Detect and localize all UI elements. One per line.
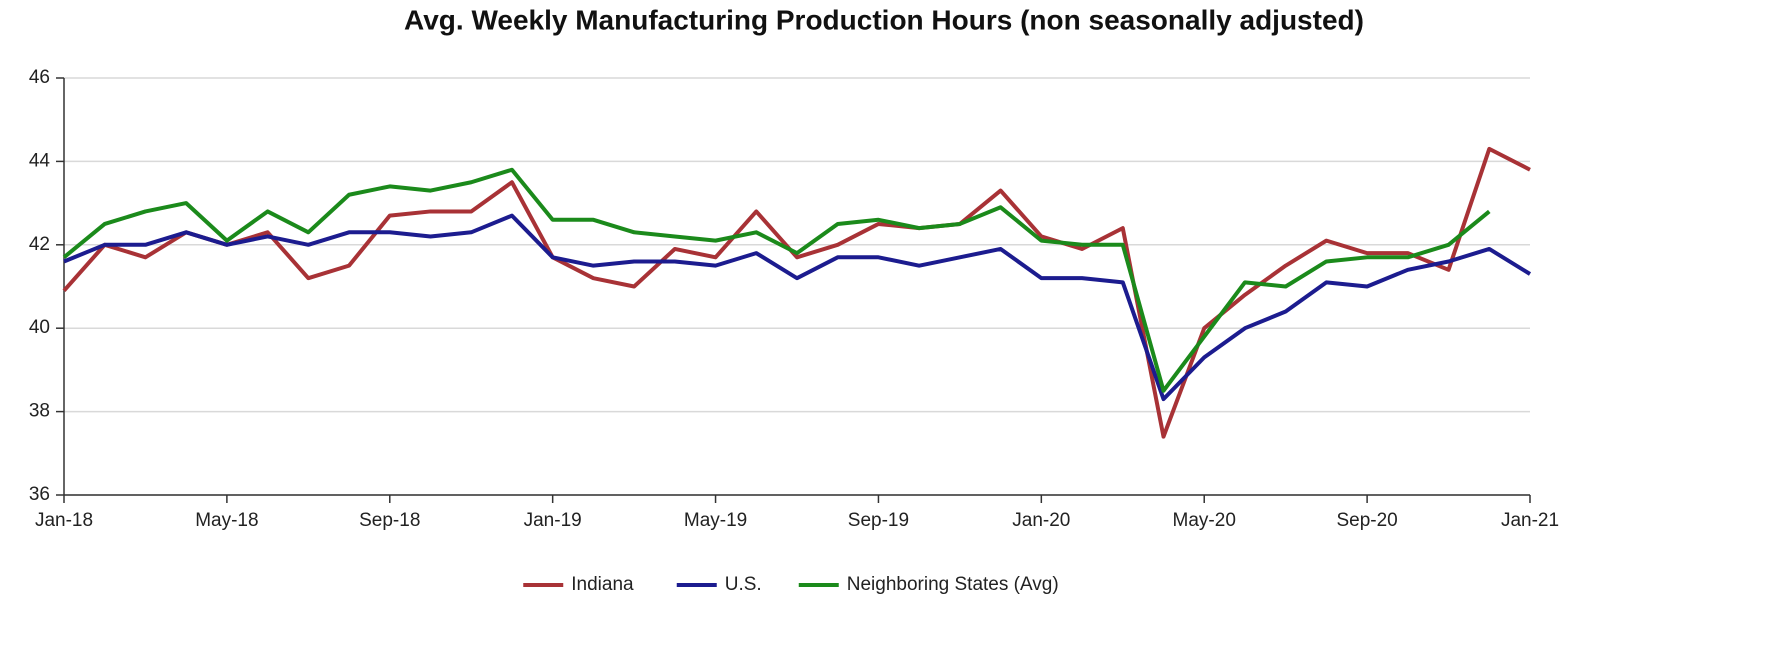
series-line — [63, 213, 1532, 402]
x-tick-label: May-20 — [1173, 510, 1236, 531]
x-tick-label: Sep-20 — [1336, 510, 1397, 531]
x-tick-label: May-19 — [684, 510, 747, 531]
y-tick-label: 36 — [29, 484, 50, 505]
x-tick-label: Jan-19 — [524, 510, 582, 531]
x-tick-label: Jan-20 — [1012, 510, 1070, 531]
legend-label: U.S. — [725, 574, 762, 595]
y-tick-label: 40 — [29, 317, 50, 338]
legend-label: Indiana — [571, 574, 634, 595]
x-tick-label: Sep-18 — [359, 510, 420, 531]
y-tick-label: 44 — [29, 150, 51, 171]
y-tick-label: 38 — [29, 401, 50, 422]
chart-title: Avg. Weekly Manufacturing Production Hou… — [404, 4, 1364, 35]
y-tick-label: 42 — [29, 234, 50, 255]
series-line — [62, 167, 1491, 393]
x-tick-label: Jan-21 — [1501, 510, 1559, 531]
x-tick-label: Sep-19 — [848, 510, 909, 531]
y-tick-label: 46 — [29, 67, 50, 88]
x-tick-label: Jan-18 — [35, 510, 93, 531]
series-line — [62, 146, 1531, 439]
x-tick-label: May-18 — [195, 510, 258, 531]
legend-label: Neighboring States (Avg) — [847, 574, 1059, 595]
